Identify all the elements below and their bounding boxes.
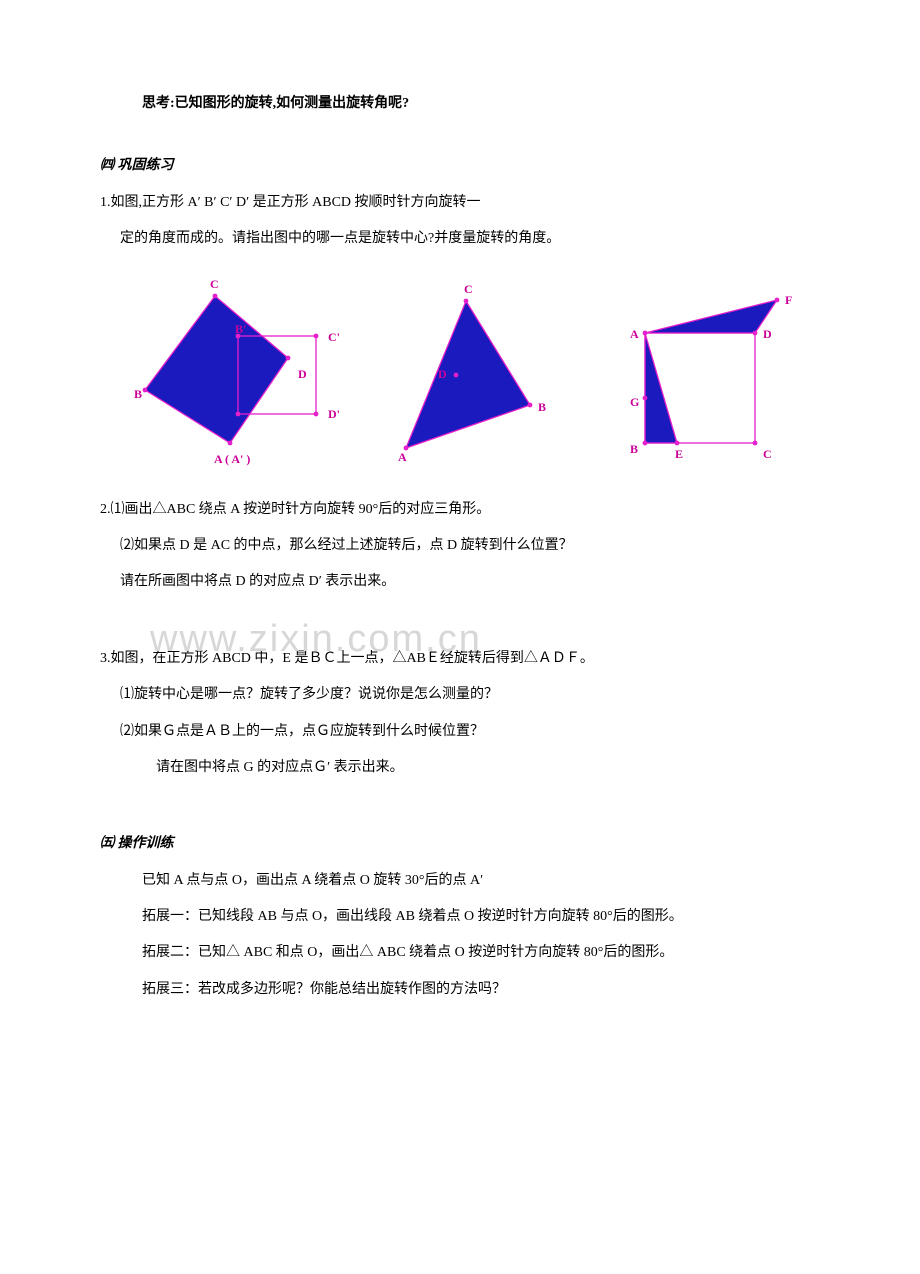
q3-line1: 3.如图，在正方形 ABCD 中，E 是ＢＣ上一点，△ABＥ经旋转后得到△ＡＤＦ… — [100, 641, 820, 677]
figure-3: F A D G B E C — [605, 278, 800, 468]
figures-row: C B' C' D B D' A ( A' ) C D B A — [100, 258, 820, 478]
q1-line1: 1.如图,正方形 A′ B′ C′ D′ 是正方形 ABCD 按顺时针方向旋转一 — [100, 185, 820, 221]
svg-text:B: B — [630, 442, 638, 456]
svg-text:G: G — [630, 395, 639, 409]
q3-line3: ⑵如果Ｇ点是ＡＢ上的一点，点Ｇ应旋转到什么时候位置？ — [100, 714, 820, 750]
section-5-heading: ㈤ 操作训练 — [100, 826, 820, 862]
q2-line1: 2.⑴画出△ABC 绕点 A 按逆时针方向旋转 90°后的对应三角形。 — [100, 492, 820, 528]
svg-text:A: A — [630, 327, 639, 341]
svg-text:D': D' — [328, 407, 340, 421]
q3-line4: 请在图中将点 G 的对应点Ｇ′ 表示出来。 — [100, 750, 820, 786]
op-line3: 拓展二：已知△ ABC 和点 O，画出△ ABC 绕着点 O 按逆时针方向旋转 … — [100, 935, 820, 971]
op-line2: 拓展一：已知线段 AB 与点 O，画出线段 AB 绕着点 O 按逆时针方向旋转 … — [100, 899, 820, 935]
svg-text:C: C — [464, 283, 473, 296]
svg-text:A ( A' ): A ( A' ) — [214, 452, 250, 466]
svg-text:A: A — [398, 450, 407, 464]
svg-text:D: D — [763, 327, 772, 341]
q3-line2: ⑴旋转中心是哪一点？旋转了多少度？说说你是怎么测量的？ — [100, 677, 820, 713]
svg-text:F: F — [785, 293, 792, 307]
q2-line3: 请在所画图中将点 D 的对应点 D′ 表示出来。 — [100, 564, 820, 600]
op-line1: 已知 A 点与点 O，画出点 A 绕着点 O 旋转 30°后的点 A′ — [100, 863, 820, 899]
svg-text:C': C' — [328, 330, 340, 344]
svg-text:B': B' — [235, 322, 246, 336]
q1-line2: 定的角度而成的。请指出图中的哪一点是旋转中心?并度量旋转的角度。 — [100, 221, 820, 257]
op-line4: 拓展三：若改成多边形呢？你能总结出旋转作图的方法吗？ — [100, 972, 820, 1008]
svg-text:D: D — [438, 367, 447, 381]
svg-text:D: D — [298, 367, 307, 381]
figure-2: C D B A — [388, 283, 558, 468]
svg-text:B: B — [538, 400, 546, 414]
svg-text:C: C — [763, 447, 772, 461]
figure-1: C B' C' D B D' A ( A' ) — [130, 268, 340, 468]
svg-text:E: E — [675, 447, 683, 461]
think-line: 思考:已知图形的旋转,如何测量出旋转角呢? — [100, 86, 820, 122]
section-4-heading: ㈣ 巩固练习 — [100, 148, 820, 184]
q2-line2: ⑵如果点 D 是 AC 的中点，那么经过上述旋转后，点 D 旋转到什么位置？ — [100, 528, 820, 564]
svg-text:B: B — [134, 387, 142, 401]
svg-text:C: C — [210, 277, 219, 291]
